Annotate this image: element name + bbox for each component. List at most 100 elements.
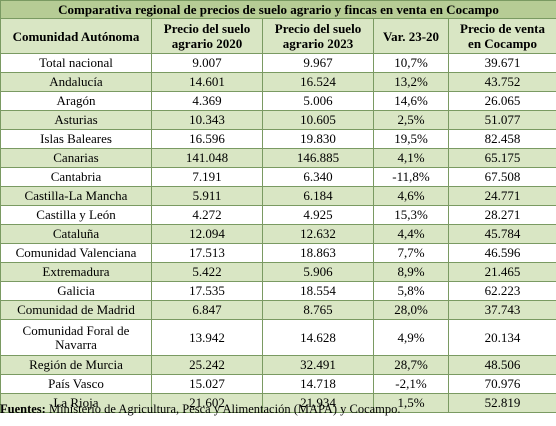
cell-precio-2020: 5.422 — [151, 262, 263, 282]
cell-precio-2023: 5.906 — [262, 262, 374, 282]
cell-comunidad: Asturias — [0, 110, 152, 130]
column-header-precio-2020: Precio del suelo agrario 2020 — [151, 18, 263, 54]
source-text: Ministerio de Agricultura, Pesca y Alime… — [45, 402, 401, 416]
cell-precio-2023: 18.554 — [262, 281, 374, 301]
cell-precio-cocampo: 26.065 — [447, 91, 556, 111]
cell-comunidad: Castilla-La Mancha — [0, 186, 152, 206]
cell-precio-cocampo: 46.596 — [447, 243, 556, 263]
cell-precio-cocampo: 43.752 — [447, 72, 556, 92]
cell-comunidad: País Vasco — [0, 374, 152, 394]
cell-precio-2023: 6.340 — [262, 167, 374, 187]
cell-precio-cocampo: 82.458 — [447, 129, 556, 149]
cell-precio-2020: 25.242 — [151, 355, 263, 375]
cell-precio-cocampo: 65.175 — [447, 148, 556, 168]
cell-precio-2020: 6.847 — [151, 300, 263, 320]
cell-precio-2023: 16.524 — [262, 72, 374, 92]
table-row: La Rioja 21.602 21.934 1,5% 52.819 — [0, 393, 556, 413]
table-title: Comparativa regional de precios de suelo… — [0, 0, 556, 19]
cell-precio-2023: 18.863 — [262, 243, 374, 263]
cell-variacion: 4,6% — [373, 186, 449, 206]
cell-precio-2020: 10.343 — [151, 110, 263, 130]
cell-precio-2023: 12.632 — [262, 224, 374, 244]
table-row: Total nacional 9.007 9.967 10,7% 39.671 — [0, 53, 556, 73]
cell-precio-cocampo: 62.223 — [447, 281, 556, 301]
column-header-comunidad: Comunidad Autónoma — [0, 18, 152, 54]
cell-precio-2020: 5.911 — [151, 186, 263, 206]
cell-precio-cocampo: 51.077 — [447, 110, 556, 130]
table-row: Cataluña 12.094 12.632 4,4% 45.784 — [0, 224, 556, 244]
cell-precio-cocampo: 20.134 — [447, 319, 556, 356]
cell-precio-cocampo: 67.508 — [447, 167, 556, 187]
cell-precio-2023: 6.184 — [262, 186, 374, 206]
column-header-variacion: Var. 23-20 — [373, 18, 449, 54]
cell-precio-2023: 5.006 — [262, 91, 374, 111]
table-row: Extremadura 5.422 5.906 8,9% 21.465 — [0, 262, 556, 282]
cell-comunidad: Total nacional — [0, 53, 152, 73]
table-row: Asturias 10.343 10.605 2,5% 51.077 — [0, 110, 556, 130]
cell-comunidad: Aragón — [0, 91, 152, 111]
cell-precio-2020: 15.027 — [151, 374, 263, 394]
table-row: Islas Baleares 16.596 19.830 19,5% 82.458 — [0, 129, 556, 149]
cell-variacion: 5,8% — [373, 281, 449, 301]
cell-variacion: -11,8% — [373, 167, 449, 187]
cell-comunidad: Comunidad Foral de Navarra — [0, 319, 152, 356]
cell-variacion: 2,5% — [373, 110, 449, 130]
cell-precio-2023: 4.925 — [262, 205, 374, 225]
cell-precio-2020: 4.272 — [151, 205, 263, 225]
cell-precio-2020: 21.602 — [151, 393, 263, 413]
table-title-row: Comparativa regional de precios de suelo… — [0, 0, 556, 19]
cell-comunidad: Canarias — [0, 148, 152, 168]
cell-precio-cocampo: 48.506 — [447, 355, 556, 375]
cell-variacion: -2,1% — [373, 374, 449, 394]
cell-comunidad: Cataluña — [0, 224, 152, 244]
cell-comunidad: La Rioja — [0, 393, 152, 413]
cell-comunidad: Islas Baleares — [0, 129, 152, 149]
cell-variacion: 15,3% — [373, 205, 449, 225]
cell-variacion: 19,5% — [373, 129, 449, 149]
table-row: Castilla-La Mancha 5.911 6.184 4,6% 24.771 — [0, 186, 556, 206]
cell-variacion: 4,9% — [373, 319, 449, 356]
cell-comunidad: Galicia — [0, 281, 152, 301]
column-header-precio-cocampo: Precio de venta en Cocampo — [447, 18, 556, 54]
table-row: Comunidad de Madrid 6.847 8.765 28,0% 37.743 — [0, 300, 556, 320]
source-note: Fuentes: Ministerio de Agricultura, Pesc… — [0, 402, 401, 416]
table-row: País Vasco 15.027 14.718 -2,1% 70.976 — [0, 374, 556, 394]
cell-precio-2020: 17.513 — [151, 243, 263, 263]
cell-precio-2020: 9.007 — [151, 53, 263, 73]
table-body: Total nacional 9.007 9.967 10,7% 39.671 Andal… — [0, 53, 556, 413]
cell-precio-cocampo: 52.819 — [447, 393, 556, 413]
cell-variacion: 4,1% — [373, 148, 449, 168]
cell-precio-cocampo: 24.771 — [447, 186, 556, 206]
table-row: Andalucía 14.601 16.524 13,2% 43.752 — [0, 72, 556, 92]
cell-variacion: 28,7% — [373, 355, 449, 375]
cell-precio-2023: 32.491 — [262, 355, 374, 375]
cell-comunidad: Extremadura — [0, 262, 152, 282]
cell-precio-2020: 7.191 — [151, 167, 263, 187]
table-row: Región de Murcia 25.242 32.491 28,7% 48.506 — [0, 355, 556, 375]
cell-precio-2023: 14.718 — [262, 374, 374, 394]
cell-precio-2023: 8.765 — [262, 300, 374, 320]
cell-comunidad: Comunidad Valenciana — [0, 243, 152, 263]
cell-comunidad: Andalucía — [0, 72, 152, 92]
cell-precio-2023: 21.934 — [262, 393, 374, 413]
cell-variacion: 10,7% — [373, 53, 449, 73]
cell-precio-cocampo: 28.271 — [447, 205, 556, 225]
cell-variacion: 13,2% — [373, 72, 449, 92]
cell-precio-2020: 14.601 — [151, 72, 263, 92]
table-header-row: Comunidad Autónoma Precio del suelo agra… — [0, 18, 556, 54]
cell-comunidad: Castilla y León — [0, 205, 152, 225]
cell-comunidad: Región de Murcia — [0, 355, 152, 375]
cell-precio-2020: 4.369 — [151, 91, 263, 111]
table-row: Castilla y León 4.272 4.925 15,3% 28.271 — [0, 205, 556, 225]
cell-comunidad: Comunidad de Madrid — [0, 300, 152, 320]
cell-precio-2023: 14.628 — [262, 319, 374, 356]
cell-precio-2020: 17.535 — [151, 281, 263, 301]
table-row: Galicia 17.535 18.554 5,8% 62.223 — [0, 281, 556, 301]
table-row: Canarias 141.048 146.885 4,1% 65.175 — [0, 148, 556, 168]
table-row: Aragón 4.369 5.006 14,6% 26.065 — [0, 91, 556, 111]
cell-precio-2023: 9.967 — [262, 53, 374, 73]
column-header-precio-2023: Precio del suelo agrario 2023 — [262, 18, 374, 54]
cell-precio-2023: 146.885 — [262, 148, 374, 168]
cell-precio-2020: 16.596 — [151, 129, 263, 149]
